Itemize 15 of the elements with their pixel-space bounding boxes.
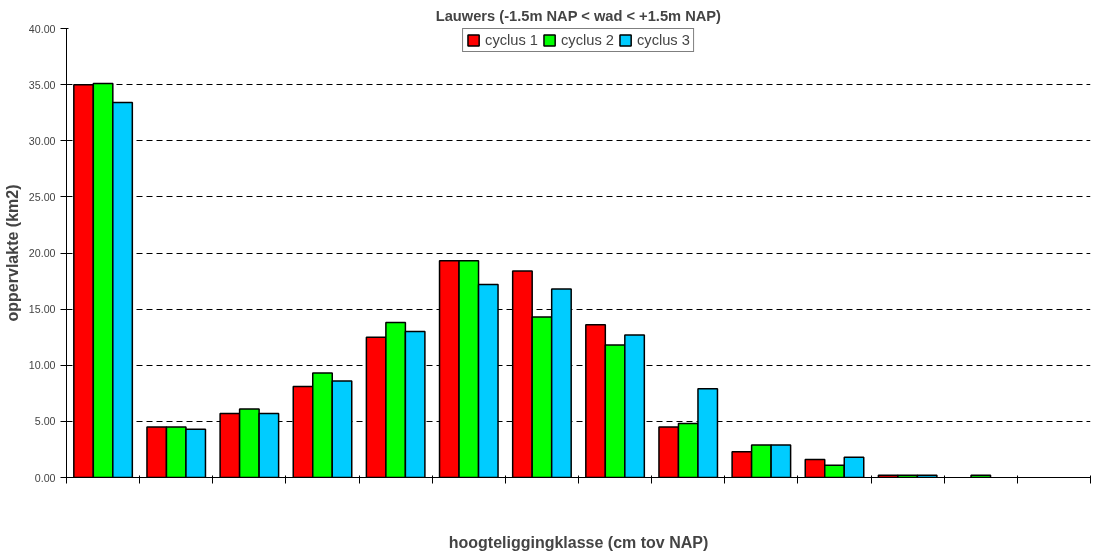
legend-label: cyclus 3 — [636, 32, 690, 48]
y-tick-label: 35.00 — [28, 78, 56, 91]
legend-label: cyclus 1 — [485, 32, 539, 48]
chart-title: Lauwers (-1.5m NAP < wad < +1.5m NAP) — [435, 7, 722, 24]
y-tick-label: 20.00 — [28, 247, 56, 259]
y-axis-title: oppervlakte (km2) — [3, 184, 21, 322]
legend-label: cyclus 2 — [561, 32, 614, 48]
y-tick-label: 10.00 — [28, 359, 56, 372]
y-tick-label: 30.00 — [28, 134, 56, 147]
y-tick-label: 15.00 — [28, 303, 56, 316]
y-tick-label: 5.00 — [34, 415, 56, 428]
y-tick-label: 25.00 — [28, 190, 56, 203]
y-tick-label: 0.00 — [34, 471, 56, 484]
y-tick-label: 40.00 — [28, 22, 56, 35]
x-axis-title: hoogteliggingklasse (cm tov NAP) — [448, 533, 709, 551]
